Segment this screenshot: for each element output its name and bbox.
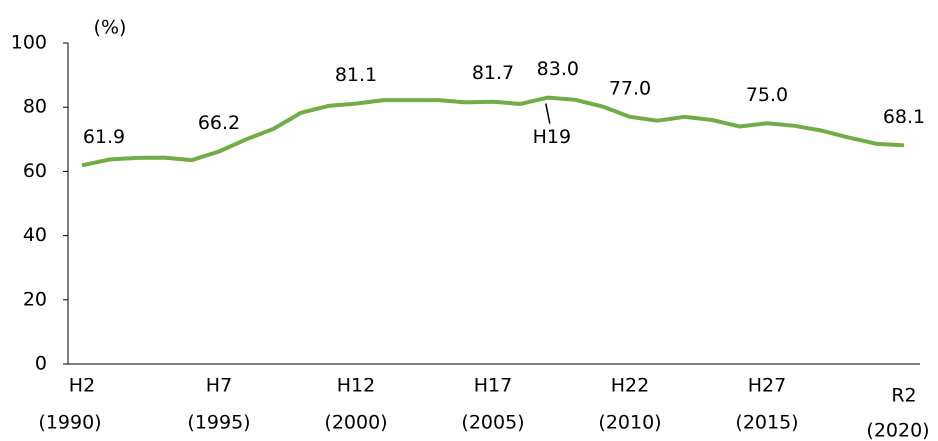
x-tick-year: (1995) (187, 412, 250, 434)
x-tick-label: H17 (474, 375, 512, 397)
y-tick-label: 20 (23, 288, 47, 310)
x-tick-label: R2 (891, 385, 916, 407)
data-label: 68.1 (883, 106, 925, 128)
data-label: 75.0 (746, 84, 788, 106)
data-label: 61.9 (83, 126, 125, 148)
x-tick-year: (2020) (866, 420, 929, 441)
data-label: 77.0 (609, 77, 651, 99)
x-tick-label: H27 (748, 375, 786, 397)
x-tick-label: H22 (611, 375, 649, 397)
x-tick-label: H2 (69, 375, 95, 397)
x-tick-label: H12 (337, 375, 375, 397)
data-label: 81.1 (335, 64, 377, 86)
x-tick-year: (1990) (38, 412, 101, 434)
y-tick-label: 100 (11, 32, 47, 54)
y-tick-label: 60 (23, 160, 47, 182)
y-tick-label: 80 (23, 96, 47, 118)
y-tick-label: 0 (35, 353, 47, 375)
y-unit: (%) (94, 17, 127, 39)
x-tick-year: (2000) (324, 412, 387, 434)
x-tick-label: H7 (206, 375, 232, 397)
data-label: 66.2 (198, 112, 240, 134)
annotation: H19 (533, 126, 571, 148)
x-tick-year: (2010) (598, 412, 661, 434)
y-tick-label: 40 (23, 224, 47, 246)
annotation-leader (545, 103, 551, 124)
x-tick-year: (2015) (735, 412, 798, 434)
x-tick-year: (2005) (461, 412, 524, 434)
line (81, 95, 905, 168)
data-label: 83.0 (537, 58, 579, 80)
data-label: 81.7 (472, 62, 514, 84)
